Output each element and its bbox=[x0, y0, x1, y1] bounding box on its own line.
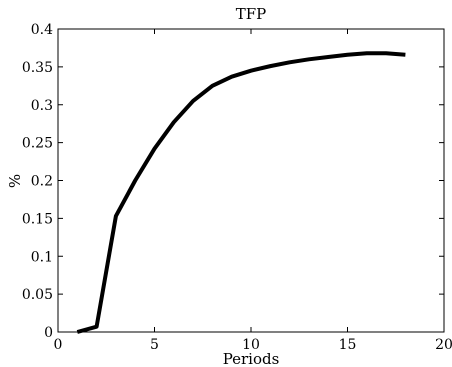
y-tick-label: 0.25 bbox=[22, 136, 53, 152]
x-tick-label: 0 bbox=[54, 337, 63, 353]
y-axis: 0 0.05 0.1 0.15 0.2 0.25 0.3 0.35 0.4 bbox=[22, 22, 444, 341]
y-tick-label: 0.35 bbox=[22, 60, 53, 76]
y-axis-label: % bbox=[6, 174, 24, 188]
y-tick-label: 0.2 bbox=[31, 174, 53, 190]
x-tick-label: 15 bbox=[339, 337, 357, 353]
y-tick-label: 0.3 bbox=[31, 98, 53, 114]
y-tick-label: 0.1 bbox=[31, 249, 53, 265]
x-axis-label: Periods bbox=[223, 350, 280, 367]
series-line bbox=[76, 51, 406, 334]
x-axis: 0 5 10 15 20 bbox=[54, 29, 452, 353]
chart-title: TFP bbox=[236, 5, 267, 23]
y-tick-label: 0.05 bbox=[22, 287, 53, 303]
y-tick-label: 0.4 bbox=[31, 22, 53, 38]
y-tick-label: 0.15 bbox=[22, 211, 53, 227]
series-layer bbox=[76, 51, 406, 334]
plot-frame bbox=[57, 28, 445, 333]
x-tick-label: 20 bbox=[435, 337, 452, 353]
y-tick-label: 0 bbox=[44, 325, 53, 341]
x-tick-label: 10 bbox=[242, 337, 260, 353]
x-tick-label: 5 bbox=[150, 337, 159, 353]
